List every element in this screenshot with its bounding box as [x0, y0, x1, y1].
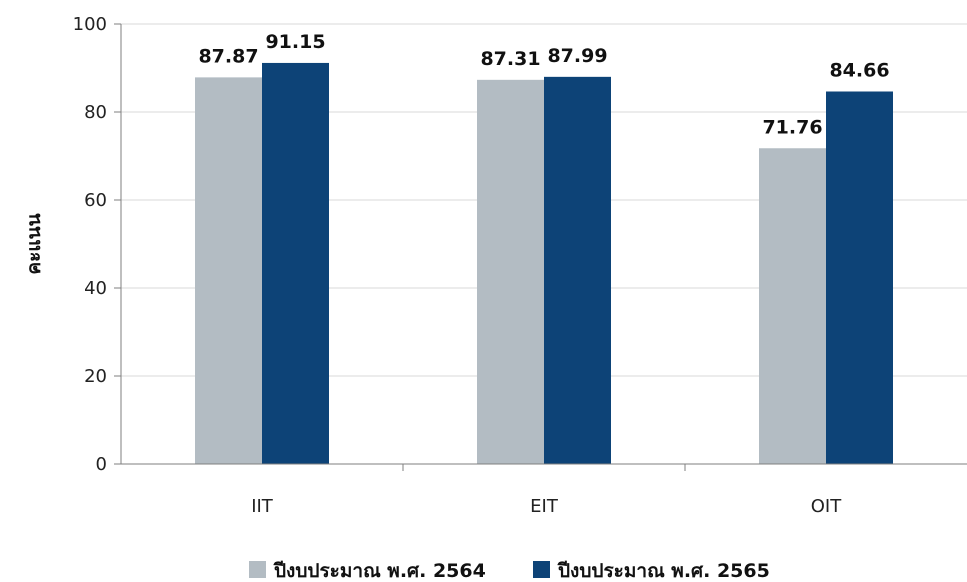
x-tick-label-eit: EIT	[530, 496, 559, 517]
y-tick-label: 80	[84, 102, 107, 123]
y-tick-label: 0	[96, 454, 107, 475]
bar-eit-series-2	[544, 76, 611, 465]
value-label-eit-series-2: 87.99	[547, 45, 607, 67]
bar-eit-series-1	[477, 79, 544, 464]
value-labels: 87.87 91.15 87.31 87.99 71.76 84.66	[198, 31, 889, 138]
x-axis-ticks: IIT EIT OIT	[251, 464, 842, 517]
bar-iit-series-2	[262, 62, 329, 464]
value-label-oit-series-1: 71.76	[762, 116, 822, 138]
legend-swatch-1	[249, 561, 266, 578]
legend-label-1: ปีงบประมาณ พ.ศ. 2564	[273, 560, 486, 582]
legend-label-2: ปีงบประมาณ พ.ศ. 2565	[557, 560, 770, 582]
bars	[195, 62, 893, 465]
y-axis-ticks: 0 20 40 60 80 100	[73, 14, 107, 475]
legend: ปีงบประมาณ พ.ศ. 2564 ปีงบประมาณ พ.ศ. 2565	[249, 560, 770, 582]
value-label-iit-series-1: 87.87	[198, 45, 258, 67]
y-axis-label: คะแนน	[23, 213, 45, 274]
x-tick-label-oit: OIT	[811, 496, 842, 517]
x-tick-label-iit: IIT	[251, 496, 274, 517]
y-tick-label: 40	[84, 278, 107, 299]
bar-oit-series-1	[759, 148, 826, 465]
bar-oit-series-2	[826, 91, 893, 464]
y-tick-label: 60	[84, 190, 107, 211]
bar-iit-series-1	[195, 77, 262, 464]
legend-swatch-2	[533, 561, 550, 578]
y-tick-label: 20	[84, 366, 107, 387]
value-label-eit-series-1: 87.31	[480, 48, 540, 70]
y-tick-label: 100	[73, 14, 107, 35]
value-label-oit-series-2: 84.66	[829, 59, 889, 81]
value-label-iit-series-2: 91.15	[265, 31, 325, 53]
